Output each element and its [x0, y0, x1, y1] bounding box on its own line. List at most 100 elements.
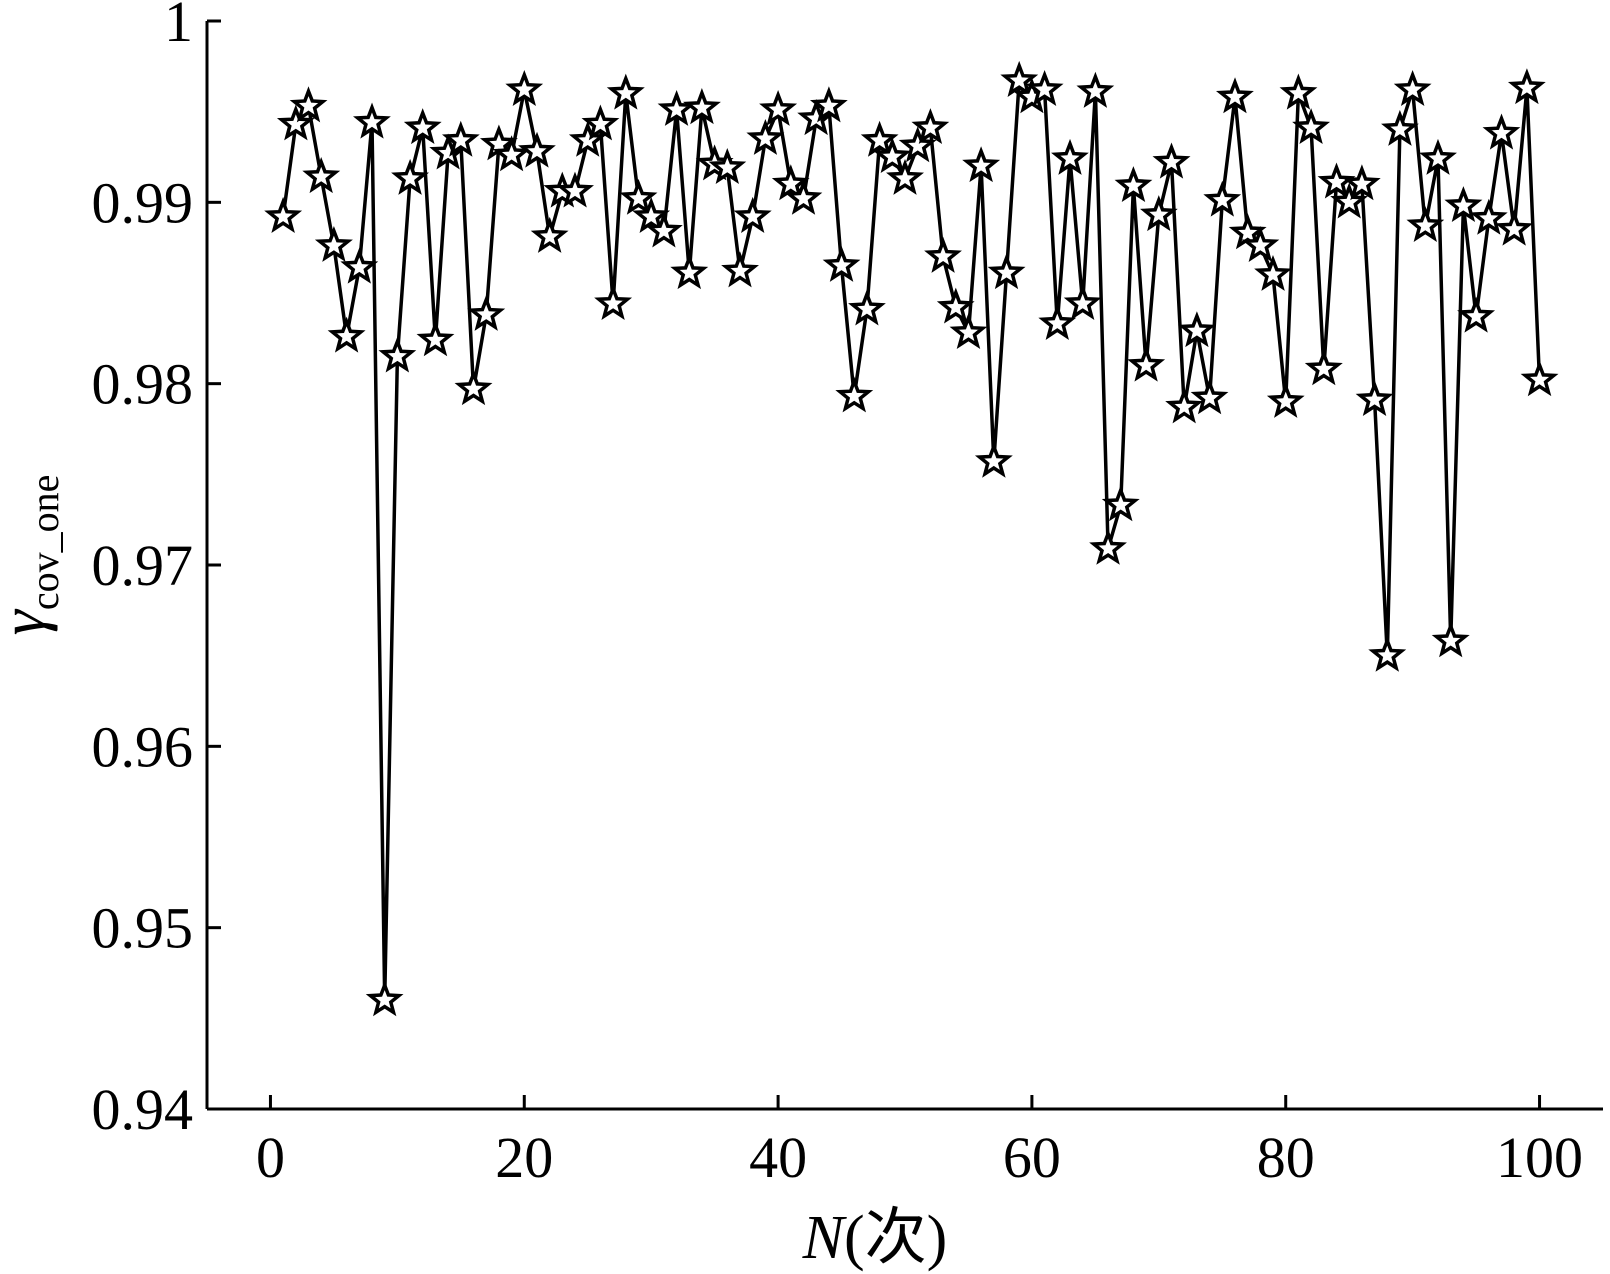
data-point-72 [1165, 387, 1204, 424]
data-point-29 [619, 178, 658, 215]
data-point-83 [1304, 349, 1343, 386]
x-tick-label-5: 100 [1496, 1125, 1583, 1190]
data-point-37 [721, 251, 759, 288]
data-point-85 [1330, 182, 1369, 219]
data-point-40 [759, 90, 798, 126]
data-point-31 [644, 211, 683, 248]
data-point-8 [353, 102, 391, 139]
data-point-94 [1444, 186, 1483, 223]
data-point-46 [835, 376, 874, 413]
x-tick-label-1: 20 [495, 1125, 553, 1190]
data-point-93 [1431, 621, 1470, 658]
data-point-33 [670, 253, 709, 290]
y-tick-label-4: 0.98 [92, 352, 194, 417]
data-point-73 [1177, 311, 1216, 348]
data-point-47 [848, 289, 886, 326]
data-point-27 [594, 284, 633, 320]
data-point-95 [1457, 296, 1496, 333]
data-point-96 [1469, 198, 1508, 235]
data-point-62 [1038, 303, 1077, 340]
data-point-38 [733, 196, 772, 233]
y-tick-label-0: 0.94 [92, 1077, 194, 1142]
data-point-41 [771, 164, 810, 201]
series-layer [264, 60, 1559, 1017]
data-point-11 [391, 158, 429, 195]
data-point-97 [1482, 113, 1521, 150]
data-point-24 [556, 171, 594, 208]
data-point-75 [1203, 180, 1242, 217]
x-axis-title-main: N [802, 1204, 848, 1272]
data-point-56 [962, 146, 1001, 183]
data-point-28 [606, 73, 645, 110]
data-point-45 [822, 245, 861, 282]
data-point-59 [1000, 60, 1039, 97]
series-line-0 [281, 79, 1542, 1002]
x-tick-label-3: 60 [1003, 1125, 1061, 1190]
data-point-99 [1507, 68, 1546, 105]
data-point-9 [365, 980, 404, 1017]
data-point-22 [530, 216, 569, 253]
data-point-53 [924, 236, 962, 273]
data-point-12 [403, 108, 442, 145]
data-point-88 [1368, 635, 1407, 672]
data-point-89 [1381, 109, 1419, 146]
y-tick-label-3: 0.97 [92, 533, 194, 598]
x-tick-label-4: 80 [1257, 1125, 1315, 1190]
y-tick-label-1: 0.95 [92, 896, 194, 961]
data-point-76 [1216, 77, 1254, 114]
y-axis-title-subscript: cov_one [22, 475, 67, 611]
data-point-15 [442, 120, 480, 157]
data-point-61 [1025, 70, 1064, 106]
data-point-100 [1520, 360, 1559, 397]
data-point-25 [568, 120, 607, 157]
y-tick-label-2: 0.96 [92, 714, 194, 779]
x-tick-label-2: 40 [749, 1125, 807, 1190]
data-point-87 [1355, 380, 1394, 417]
data-point-49 [873, 137, 912, 174]
data-point-64 [1063, 284, 1102, 320]
data-point-5 [314, 226, 353, 262]
data-point-21 [518, 131, 556, 168]
data-point-4 [302, 156, 341, 194]
data-point-78 [1241, 226, 1280, 262]
data-point-69 [1127, 345, 1166, 382]
data-point-13 [416, 320, 455, 357]
y-axis-title: γcov_one [0, 475, 67, 636]
data-point-90 [1393, 70, 1432, 106]
data-point-3 [289, 86, 328, 123]
data-point-2 [276, 104, 315, 141]
data-point-92 [1419, 138, 1457, 175]
data-point-26 [581, 104, 620, 141]
y-tick-label-5: 0.99 [92, 170, 194, 235]
data-point-98 [1495, 209, 1534, 246]
data-point-10 [378, 336, 417, 373]
data-point-50 [886, 158, 924, 195]
data-point-51 [898, 126, 937, 163]
data-point-57 [974, 441, 1013, 478]
data-point-79 [1254, 255, 1292, 291]
data-point-54 [936, 287, 975, 324]
data-point-36 [708, 148, 747, 184]
data-point-48 [860, 120, 899, 157]
data-point-19 [492, 135, 531, 172]
x-axis-title: N(次) [802, 1204, 948, 1272]
data-point-91 [1406, 206, 1445, 242]
data-point-58 [987, 253, 1026, 290]
data-point-66 [1089, 528, 1127, 565]
data-point-70 [1140, 195, 1178, 232]
data-point-68 [1114, 166, 1153, 203]
data-point-44 [809, 86, 848, 123]
data-point-80 [1266, 381, 1305, 418]
data-point-71 [1152, 142, 1191, 179]
data-point-55 [949, 313, 988, 349]
data-point-34 [683, 88, 721, 125]
data-point-81 [1279, 73, 1318, 110]
data-point-65 [1076, 71, 1115, 108]
data-point-86 [1342, 164, 1381, 201]
y-axis-title-main: γ [0, 608, 58, 635]
data-point-42 [784, 178, 823, 215]
data-point-20 [505, 70, 544, 106]
data-point-39 [746, 119, 785, 155]
data-point-1 [264, 196, 303, 234]
